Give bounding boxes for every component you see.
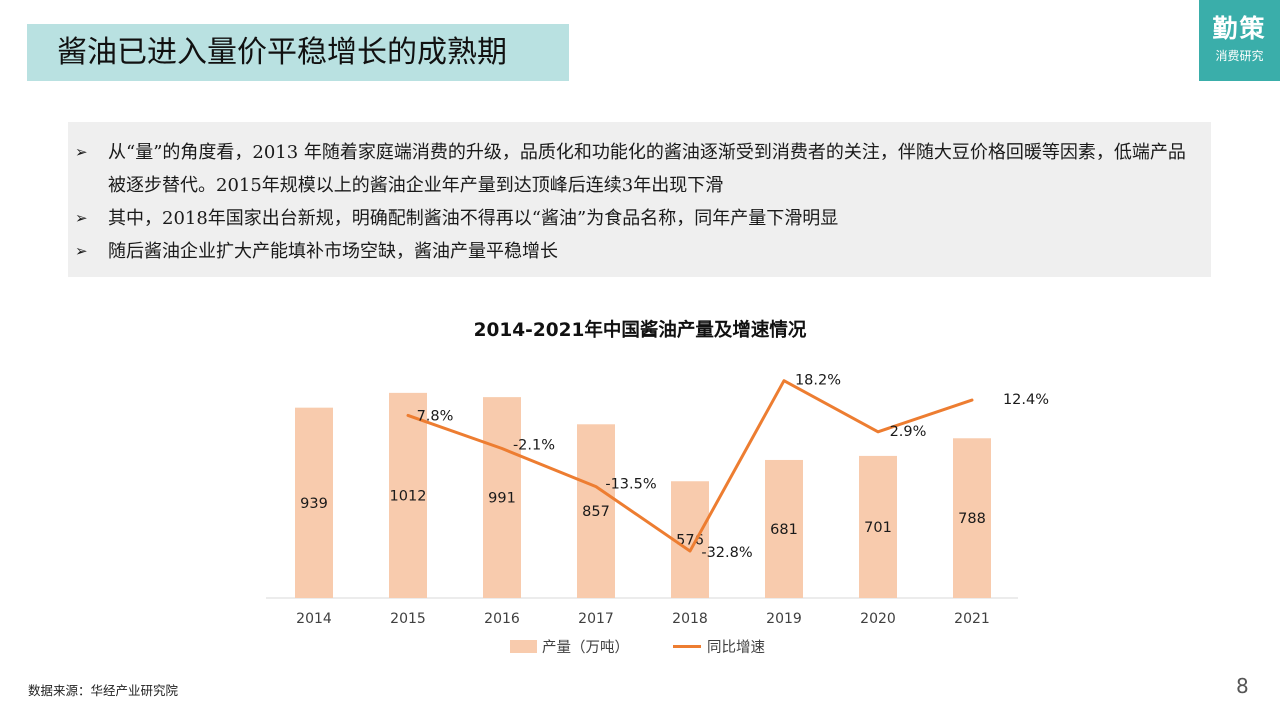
bullet-text: 从“量”的角度看，2013 年随着家庭端消费的升级，品质化和功能化的酱油逐渐受到… <box>108 142 1186 196</box>
bar-label-2016: 991 <box>488 491 516 507</box>
line-label-2020: 2.9% <box>890 424 927 440</box>
chart-title: 2014-2021年中国酱油产量及增速情况 <box>473 320 807 341</box>
growth-line <box>406 379 974 553</box>
bar-2014 <box>295 407 333 598</box>
line-label-2021: 12.4% <box>1003 392 1049 408</box>
bar-2020 <box>859 455 897 598</box>
bar-2021 <box>953 438 991 598</box>
line-label-2019: 18.2% <box>795 373 841 389</box>
bar-label-2017: 857 <box>582 504 610 520</box>
bar-2018 <box>671 481 709 598</box>
bullet-arrow-icon: ➢ <box>75 209 88 227</box>
bar-2016 <box>483 397 521 598</box>
line-label-2016: -2.1% <box>513 438 555 454</box>
x-tick-label-2015: 2015 <box>390 611 426 627</box>
page-title: 酱油已进入量价平稳增长的成熟期 <box>57 35 507 70</box>
data-source: 数据来源：华经产业研究院 <box>28 683 179 698</box>
bar-2015 <box>389 392 427 598</box>
x-tick-label-2018: 2018 <box>672 611 708 627</box>
bullet-panel: ➢ 从“量”的角度看，2013 年随着家庭端消费的升级，品质化和功能化的酱油逐渐… <box>68 122 1211 277</box>
x-tick-label-2021: 2021 <box>954 611 990 627</box>
bar-label-2014: 939 <box>300 496 328 512</box>
bullet-item: ➢ 随后酱油企业扩大产能填补市场空缺，酱油产量平稳增长 <box>75 235 1203 268</box>
x-tick-label-2020: 2020 <box>860 611 896 627</box>
bullet-item: ➢ 从“量”的角度看，2013 年随着家庭端消费的升级，品质化和功能化的酱油逐渐… <box>75 136 1203 202</box>
brand-logo: 勤策 消费研究 <box>1199 0 1280 81</box>
bullet-arrow-icon: ➢ <box>75 143 88 161</box>
legend-bar-swatch <box>510 640 537 653</box>
bar-2019 <box>765 459 803 598</box>
logo-sub-text: 消费研究 <box>1215 49 1264 63</box>
page-number: 8 <box>1236 674 1249 698</box>
bar-label-2019: 681 <box>770 522 798 538</box>
x-tick-label-2016: 2016 <box>484 611 520 627</box>
legend-bar-label: 产量（万吨） <box>542 639 629 656</box>
bullet-text: 随后酱油企业扩大产能填补市场空缺，酱油产量平稳增长 <box>108 241 558 262</box>
legend-line-label: 同比增速 <box>707 639 765 656</box>
bar-label-2020: 701 <box>864 520 892 536</box>
bar-label-2021: 788 <box>958 511 986 527</box>
bar-2017 <box>577 424 615 598</box>
bullet-item: ➢ 其中，2018年国家出台新规，明确配制酱油不得再以“酱油”为食品名称，同年产… <box>75 202 1203 235</box>
bullet-arrow-icon: ➢ <box>75 242 88 260</box>
line-label-2017: -13.5% <box>605 477 656 493</box>
line-label-2015: 7.8% <box>417 408 454 424</box>
x-tick-label-2017: 2017 <box>578 611 614 627</box>
x-tick-label-2014: 2014 <box>296 611 332 627</box>
logo-main-text: 勤策 <box>1212 14 1267 43</box>
x-tick-label-2019: 2019 <box>766 611 802 627</box>
title-banner: 酱油已进入量价平稳增长的成熟期 <box>27 24 569 81</box>
line-label-2018: -32.8% <box>701 545 752 561</box>
bar-label-2015: 1012 <box>390 488 427 504</box>
bullet-text: 其中，2018年国家出台新规，明确配制酱油不得再以“酱油”为食品名称，同年产量下… <box>108 208 839 229</box>
